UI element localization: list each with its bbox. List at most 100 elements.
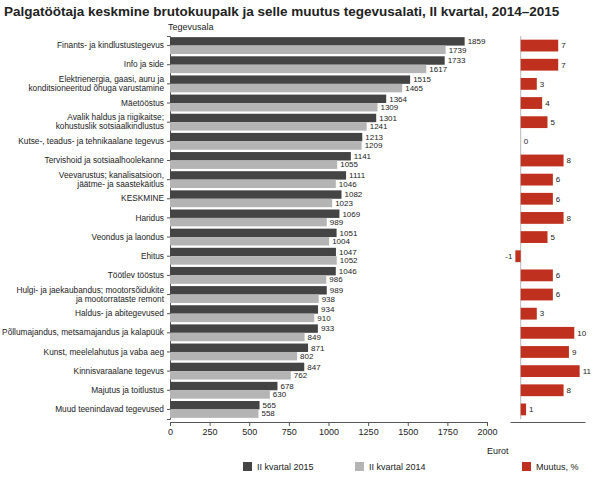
legend-item: Muutus, % <box>522 462 579 472</box>
data-label: 558 <box>261 409 275 418</box>
tick-label: 1000 <box>319 427 339 437</box>
bar <box>521 404 526 416</box>
data-label: 762 <box>294 371 308 380</box>
tick-label: KESKMINE <box>121 193 164 203</box>
data-label: 847 <box>307 363 321 372</box>
bar <box>170 229 337 237</box>
tick-label: 1750 <box>438 427 458 437</box>
axis-line <box>511 422 586 423</box>
bar <box>515 250 520 262</box>
bar <box>170 180 336 188</box>
bar <box>170 237 329 245</box>
data-label: 986 <box>329 275 343 284</box>
bar <box>170 371 291 379</box>
tick-mark <box>167 103 170 104</box>
tick-mark <box>167 45 170 46</box>
bar <box>170 209 339 217</box>
bar <box>521 174 553 186</box>
tick-label: Majutus ja toitlustus <box>91 385 164 395</box>
bar <box>170 218 327 226</box>
bar <box>170 84 402 92</box>
tick-mark <box>167 409 170 410</box>
data-label: 1004 <box>332 237 350 246</box>
bar <box>521 97 542 109</box>
tick: Finants- ja kindlustustegevus <box>57 40 170 50</box>
data-label: 1 <box>529 405 534 414</box>
data-label: 6 <box>556 290 561 299</box>
tick-label: Tervishoid ja sotsiaalhoolekanne <box>45 155 165 165</box>
tick-label: Kutse-, teadus- ja tehnikaalane tegevus <box>18 136 164 146</box>
tick-label: 1500 <box>398 427 418 437</box>
tick-mark <box>167 256 170 257</box>
data-label: 1209 <box>365 141 383 150</box>
data-label: 5 <box>551 118 556 127</box>
tick: KESKMINE <box>121 193 170 203</box>
tick-label: Töötlev tööstus <box>108 270 164 280</box>
data-label: 9 <box>572 348 577 357</box>
tick-mark <box>167 217 170 218</box>
tick-label: Haldus- ja abitegevused <box>75 308 164 318</box>
bar <box>170 152 351 160</box>
legend-swatch <box>243 462 252 471</box>
bar <box>170 103 377 111</box>
bar <box>521 269 553 281</box>
data-label: 1046 <box>339 180 357 189</box>
data-label: 1617 <box>429 65 447 74</box>
tick-mark <box>289 422 290 426</box>
data-label: 1023 <box>335 199 353 208</box>
tick-mark <box>167 83 170 84</box>
tick-mark <box>329 422 330 426</box>
data-label: 6 <box>556 195 561 204</box>
data-label: 4 <box>545 99 550 108</box>
x-axis <box>511 422 586 423</box>
bar <box>170 199 332 207</box>
tick-label: Haridus <box>135 213 164 223</box>
bar <box>521 155 564 167</box>
bar <box>170 75 410 83</box>
bar <box>170 344 308 352</box>
tick: Info ja side <box>124 59 170 69</box>
tick: Kutse-, teadus- ja tehnikaalane tegevus <box>18 136 170 146</box>
bar <box>170 190 341 198</box>
bar <box>170 46 446 54</box>
tick-label: Hulgi- ja jaekaubandus; mootorsõidukitej… <box>16 285 164 304</box>
tick-label: Finants- ja kindlustustegevus <box>57 40 164 50</box>
tick-mark <box>408 422 409 426</box>
legend-label: Muutus, % <box>536 462 579 472</box>
data-label: 933 <box>321 324 335 333</box>
tick-label: Kunst, meelelahutus ja vaba aeg <box>44 347 165 357</box>
tick-mark <box>167 371 170 372</box>
legend-label: II kvartal 2015 <box>257 462 314 472</box>
tick-label: 1250 <box>359 427 379 437</box>
tick-mark <box>167 122 170 123</box>
bar <box>521 40 559 52</box>
bar <box>170 133 362 141</box>
bar <box>521 231 548 243</box>
tick-mark <box>167 313 170 314</box>
data-label: 1465 <box>405 84 423 93</box>
tick: Haridus <box>135 213 170 223</box>
tick: 500 <box>242 422 257 437</box>
data-label: 7 <box>561 41 566 50</box>
tick-mark <box>249 422 250 426</box>
legend-item: II kvartal 2015 <box>243 462 314 472</box>
data-labels: 77345086685-16631091181 <box>505 41 591 414</box>
bar <box>170 314 314 322</box>
tick-label: 2000 <box>477 427 497 437</box>
bar <box>521 346 569 358</box>
tick-mark <box>167 237 170 238</box>
tick: 1500 <box>398 422 418 437</box>
axis-line <box>167 37 171 420</box>
bar <box>521 78 537 90</box>
bar <box>170 382 277 390</box>
tick-mark <box>167 275 170 276</box>
tick: Muud teenindavad tegevused <box>55 404 170 414</box>
data-label: 10 <box>577 329 586 338</box>
tick: Ehitus <box>141 251 170 261</box>
bar <box>170 275 326 283</box>
data-label: 1052 <box>340 256 358 265</box>
bar <box>170 171 346 179</box>
bar <box>170 160 337 168</box>
bar <box>521 384 564 396</box>
data-label: 7 <box>561 61 566 70</box>
